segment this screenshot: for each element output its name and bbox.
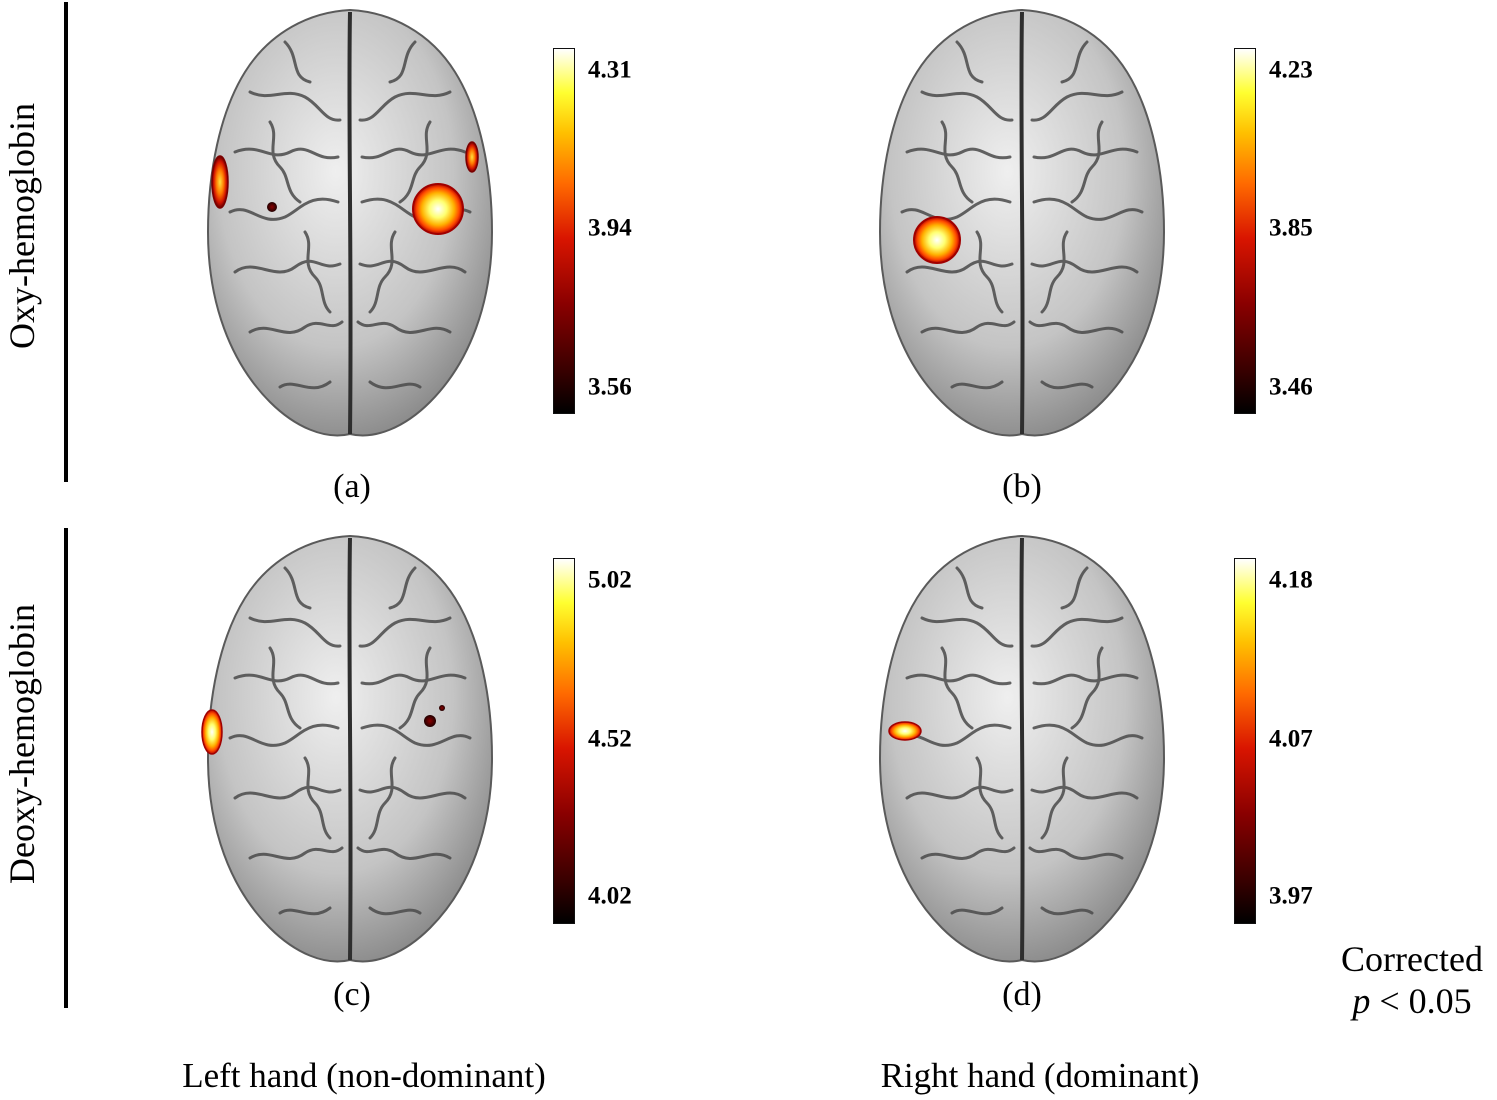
column-label-left: Left hand (non-dominant) [182, 1056, 546, 1095]
row-divider-deoxy [64, 528, 68, 1008]
colorbar-d-max: 4.18 [1269, 566, 1313, 594]
colorbar-b-mid: 3.85 [1269, 214, 1313, 242]
colorbar-b [1234, 48, 1256, 414]
brain-map-c [190, 528, 510, 968]
colorbar-a-min: 3.56 [588, 373, 632, 401]
activation-blob [267, 202, 277, 212]
threshold-value: < 0.05 [1370, 981, 1472, 1021]
threshold-line1: Corrected [1341, 939, 1483, 979]
brain-map-b [862, 2, 1182, 442]
brain-map-a [190, 2, 510, 442]
threshold-line2: p < 0.05 [1328, 980, 1496, 1022]
activation-blob [424, 715, 436, 727]
colorbar-a-max: 4.31 [588, 56, 632, 84]
caption-d: (d) [1002, 976, 1042, 1013]
activation-blob [913, 216, 961, 264]
activation-blob [211, 155, 229, 209]
caption-a: (a) [333, 468, 371, 505]
colorbar-c-mid: 4.52 [588, 725, 632, 753]
brain-map-d [862, 528, 1182, 968]
activation-blob [201, 709, 223, 755]
colorbar-a [553, 48, 575, 414]
colorbar-d-min: 3.97 [1269, 882, 1313, 910]
colorbar-d [1234, 558, 1256, 924]
colorbar-c-max: 5.02 [588, 566, 632, 594]
caption-b: (b) [1002, 468, 1042, 505]
activation-blob [465, 141, 479, 173]
caption-c: (c) [333, 976, 371, 1013]
p-symbol: p [1352, 981, 1371, 1021]
column-label-right: Right hand (dominant) [880, 1056, 1200, 1095]
activation-blob [888, 721, 922, 741]
row-label-oxy: Oxy-hemoglobin [2, 103, 42, 349]
row-divider-oxy [64, 2, 68, 482]
activation-blob [439, 705, 445, 711]
colorbar-c [553, 558, 575, 924]
colorbar-d-mid: 4.07 [1269, 725, 1313, 753]
activation-blob [412, 183, 464, 235]
colorbar-b-max: 4.23 [1269, 56, 1313, 84]
colorbar-c-min: 4.02 [588, 882, 632, 910]
colorbar-b-min: 3.46 [1269, 373, 1313, 401]
colorbar-a-mid: 3.94 [588, 214, 632, 242]
row-label-deoxy: Deoxy-hemoglobin [2, 604, 42, 884]
threshold-note: Corrected p < 0.05 [1328, 938, 1496, 1022]
